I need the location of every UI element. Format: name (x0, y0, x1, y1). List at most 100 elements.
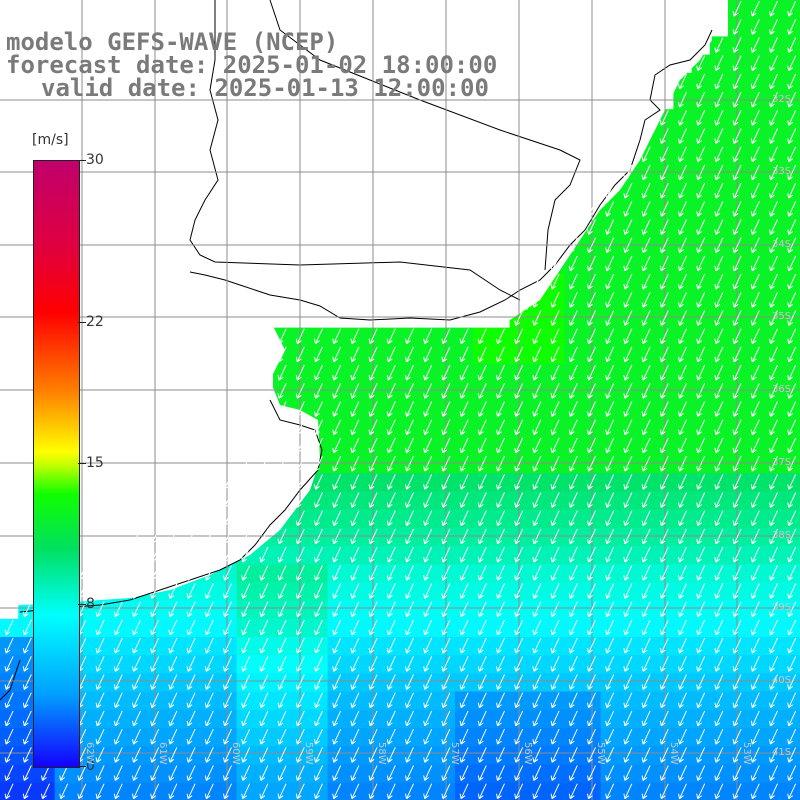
wind-arrow (314, 419, 323, 436)
wind-arrow (623, 419, 633, 436)
wind-arrow (332, 528, 342, 545)
wind-arrow (787, 783, 797, 800)
wind-arrow (496, 364, 505, 381)
wind-arrow (532, 474, 542, 490)
wind-arrow (277, 346, 287, 363)
wind-arrow (368, 474, 378, 490)
wind-arrow (787, 619, 797, 636)
wind-arrow (659, 437, 669, 454)
wind-arrow (678, 73, 687, 90)
wind-arrow (223, 637, 232, 654)
wind-arrow (314, 619, 323, 636)
wind-arrow (750, 710, 760, 727)
wind-arrow (277, 565, 287, 581)
wind-arrow (587, 619, 596, 636)
wind-arrow (441, 364, 451, 381)
wind-arrow (750, 510, 760, 527)
wind-arrow (186, 546, 196, 563)
wind-arrow (714, 128, 724, 144)
wind-arrow (496, 328, 505, 345)
wind-arrow (659, 492, 669, 508)
wind-arrow (623, 565, 633, 581)
wind-arrow (423, 710, 433, 727)
wind-arrow (168, 692, 178, 709)
wind-arrow (787, 55, 797, 72)
wind-arrow (769, 601, 778, 618)
wind-arrow (386, 474, 396, 490)
wind-arrow (132, 765, 141, 781)
wind-arrow (714, 292, 724, 308)
wind-arrow (550, 765, 560, 781)
wind-arrow (659, 728, 669, 745)
wind-arrow (186, 510, 196, 527)
wind-arrow (732, 747, 742, 763)
wind-arrow (332, 419, 342, 436)
wind-arrow (732, 401, 742, 417)
wind-arrow (732, 201, 742, 217)
wind-arrow (95, 656, 105, 672)
wind-arrow (550, 292, 560, 308)
wind-arrow (150, 728, 160, 745)
wind-arrow (696, 783, 706, 800)
wind-arrow (295, 674, 305, 690)
wind-arrow (150, 710, 160, 727)
wind-arrow (769, 219, 778, 235)
wind-arrow (750, 401, 760, 417)
latitude-label: 41S (772, 747, 792, 758)
wind-arrow (696, 128, 706, 144)
wind-arrow (678, 674, 687, 690)
wind-arrow (259, 583, 269, 599)
wind-arrow (259, 783, 269, 800)
wind-arrow (678, 182, 687, 199)
wind-arrow (259, 728, 269, 745)
wind-arrow (714, 728, 724, 745)
wind-arrow (441, 619, 451, 636)
wind-arrow (641, 255, 651, 272)
wind-arrow (623, 455, 633, 472)
wind-arrow (441, 692, 451, 709)
colorbar-tick-label: 15 (86, 455, 104, 471)
wind-arrow (568, 619, 578, 636)
wind-arrow (459, 492, 469, 508)
wind-arrow (386, 437, 396, 454)
wind-arrow (769, 419, 778, 436)
wind-arrow (132, 783, 141, 800)
wind-arrow (423, 656, 433, 672)
wind-arrow (150, 692, 160, 709)
wind-arrow (386, 656, 396, 672)
wind-arrow (750, 110, 760, 126)
wind-arrow (241, 492, 251, 508)
wind-arrow (150, 747, 160, 763)
wind-arrow (696, 692, 706, 709)
wind-arrow (441, 492, 451, 508)
wind-arrow (605, 565, 615, 581)
wind-arrow (641, 164, 651, 181)
wind-arrow (277, 601, 287, 618)
wind-arrow (568, 401, 578, 417)
wind-arrow (496, 346, 505, 363)
wind-arrow (350, 601, 360, 618)
wind-arrow (4, 619, 14, 636)
wind-arrow (568, 437, 578, 454)
wind-arrow (132, 710, 141, 727)
wind-arrow (350, 401, 360, 417)
wind-arrow (350, 364, 360, 381)
wind-arrow (769, 273, 778, 290)
wind-arrow (386, 419, 396, 436)
wind-arrow (314, 656, 323, 672)
wind-arrow (587, 292, 596, 308)
wind-arrow (295, 692, 305, 709)
wind-arrow (241, 546, 251, 563)
wind-arrow (332, 437, 342, 454)
wind-arrow (714, 146, 724, 163)
wind-arrow (732, 565, 742, 581)
wind-arrow (477, 783, 487, 800)
wind-arrow (477, 765, 487, 781)
river-border (0, 659, 21, 701)
wind-arrow (678, 546, 687, 563)
wind-arrow (259, 765, 269, 781)
wind-arrow (314, 601, 323, 618)
wind-arrow (350, 346, 360, 363)
wind-arrow (696, 91, 706, 108)
wind-arrow (623, 219, 633, 235)
